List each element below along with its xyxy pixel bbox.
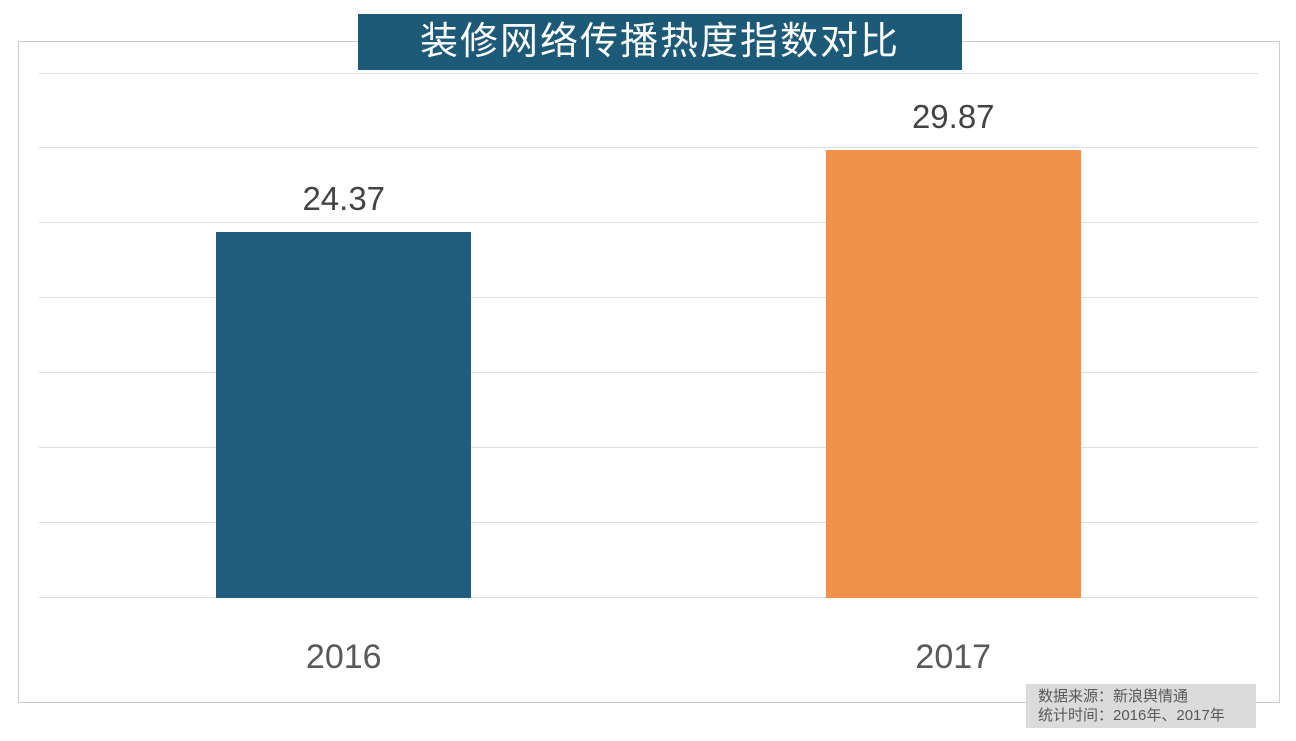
plot-area: 24.37 2016 29.87 2017 bbox=[39, 73, 1258, 676]
bar-2016 bbox=[216, 232, 472, 598]
bar-group-2017: 29.87 2017 bbox=[825, 73, 1081, 676]
gridline bbox=[39, 73, 1258, 74]
source-note-line-1: 数据来源：新浪舆情通 bbox=[1038, 688, 1189, 705]
source-note: 数据来源：新浪舆情通 统计时间：2016年、2017年 bbox=[1026, 684, 1256, 728]
gridline bbox=[39, 222, 1258, 223]
gridline bbox=[39, 372, 1258, 373]
gridline bbox=[39, 447, 1258, 448]
value-label-2017: 29.87 bbox=[911, 97, 995, 135]
gridline bbox=[39, 147, 1258, 148]
gridline bbox=[39, 522, 1258, 523]
gridline bbox=[39, 297, 1258, 298]
chart-title-banner: 装修网络传播热度指数对比 bbox=[358, 14, 962, 70]
bar-2017 bbox=[825, 149, 1081, 598]
source-note-line-2: 统计时间：2016年、2017年 bbox=[1038, 707, 1225, 724]
category-label-2017: 2017 bbox=[915, 638, 992, 676]
category-label-2016: 2016 bbox=[305, 638, 382, 676]
chart-title: 装修网络传播热度指数对比 bbox=[419, 21, 900, 63]
gridline bbox=[39, 597, 1258, 598]
value-label-2016: 24.37 bbox=[302, 180, 386, 218]
bar-group-2016: 24.37 2016 bbox=[216, 73, 472, 676]
